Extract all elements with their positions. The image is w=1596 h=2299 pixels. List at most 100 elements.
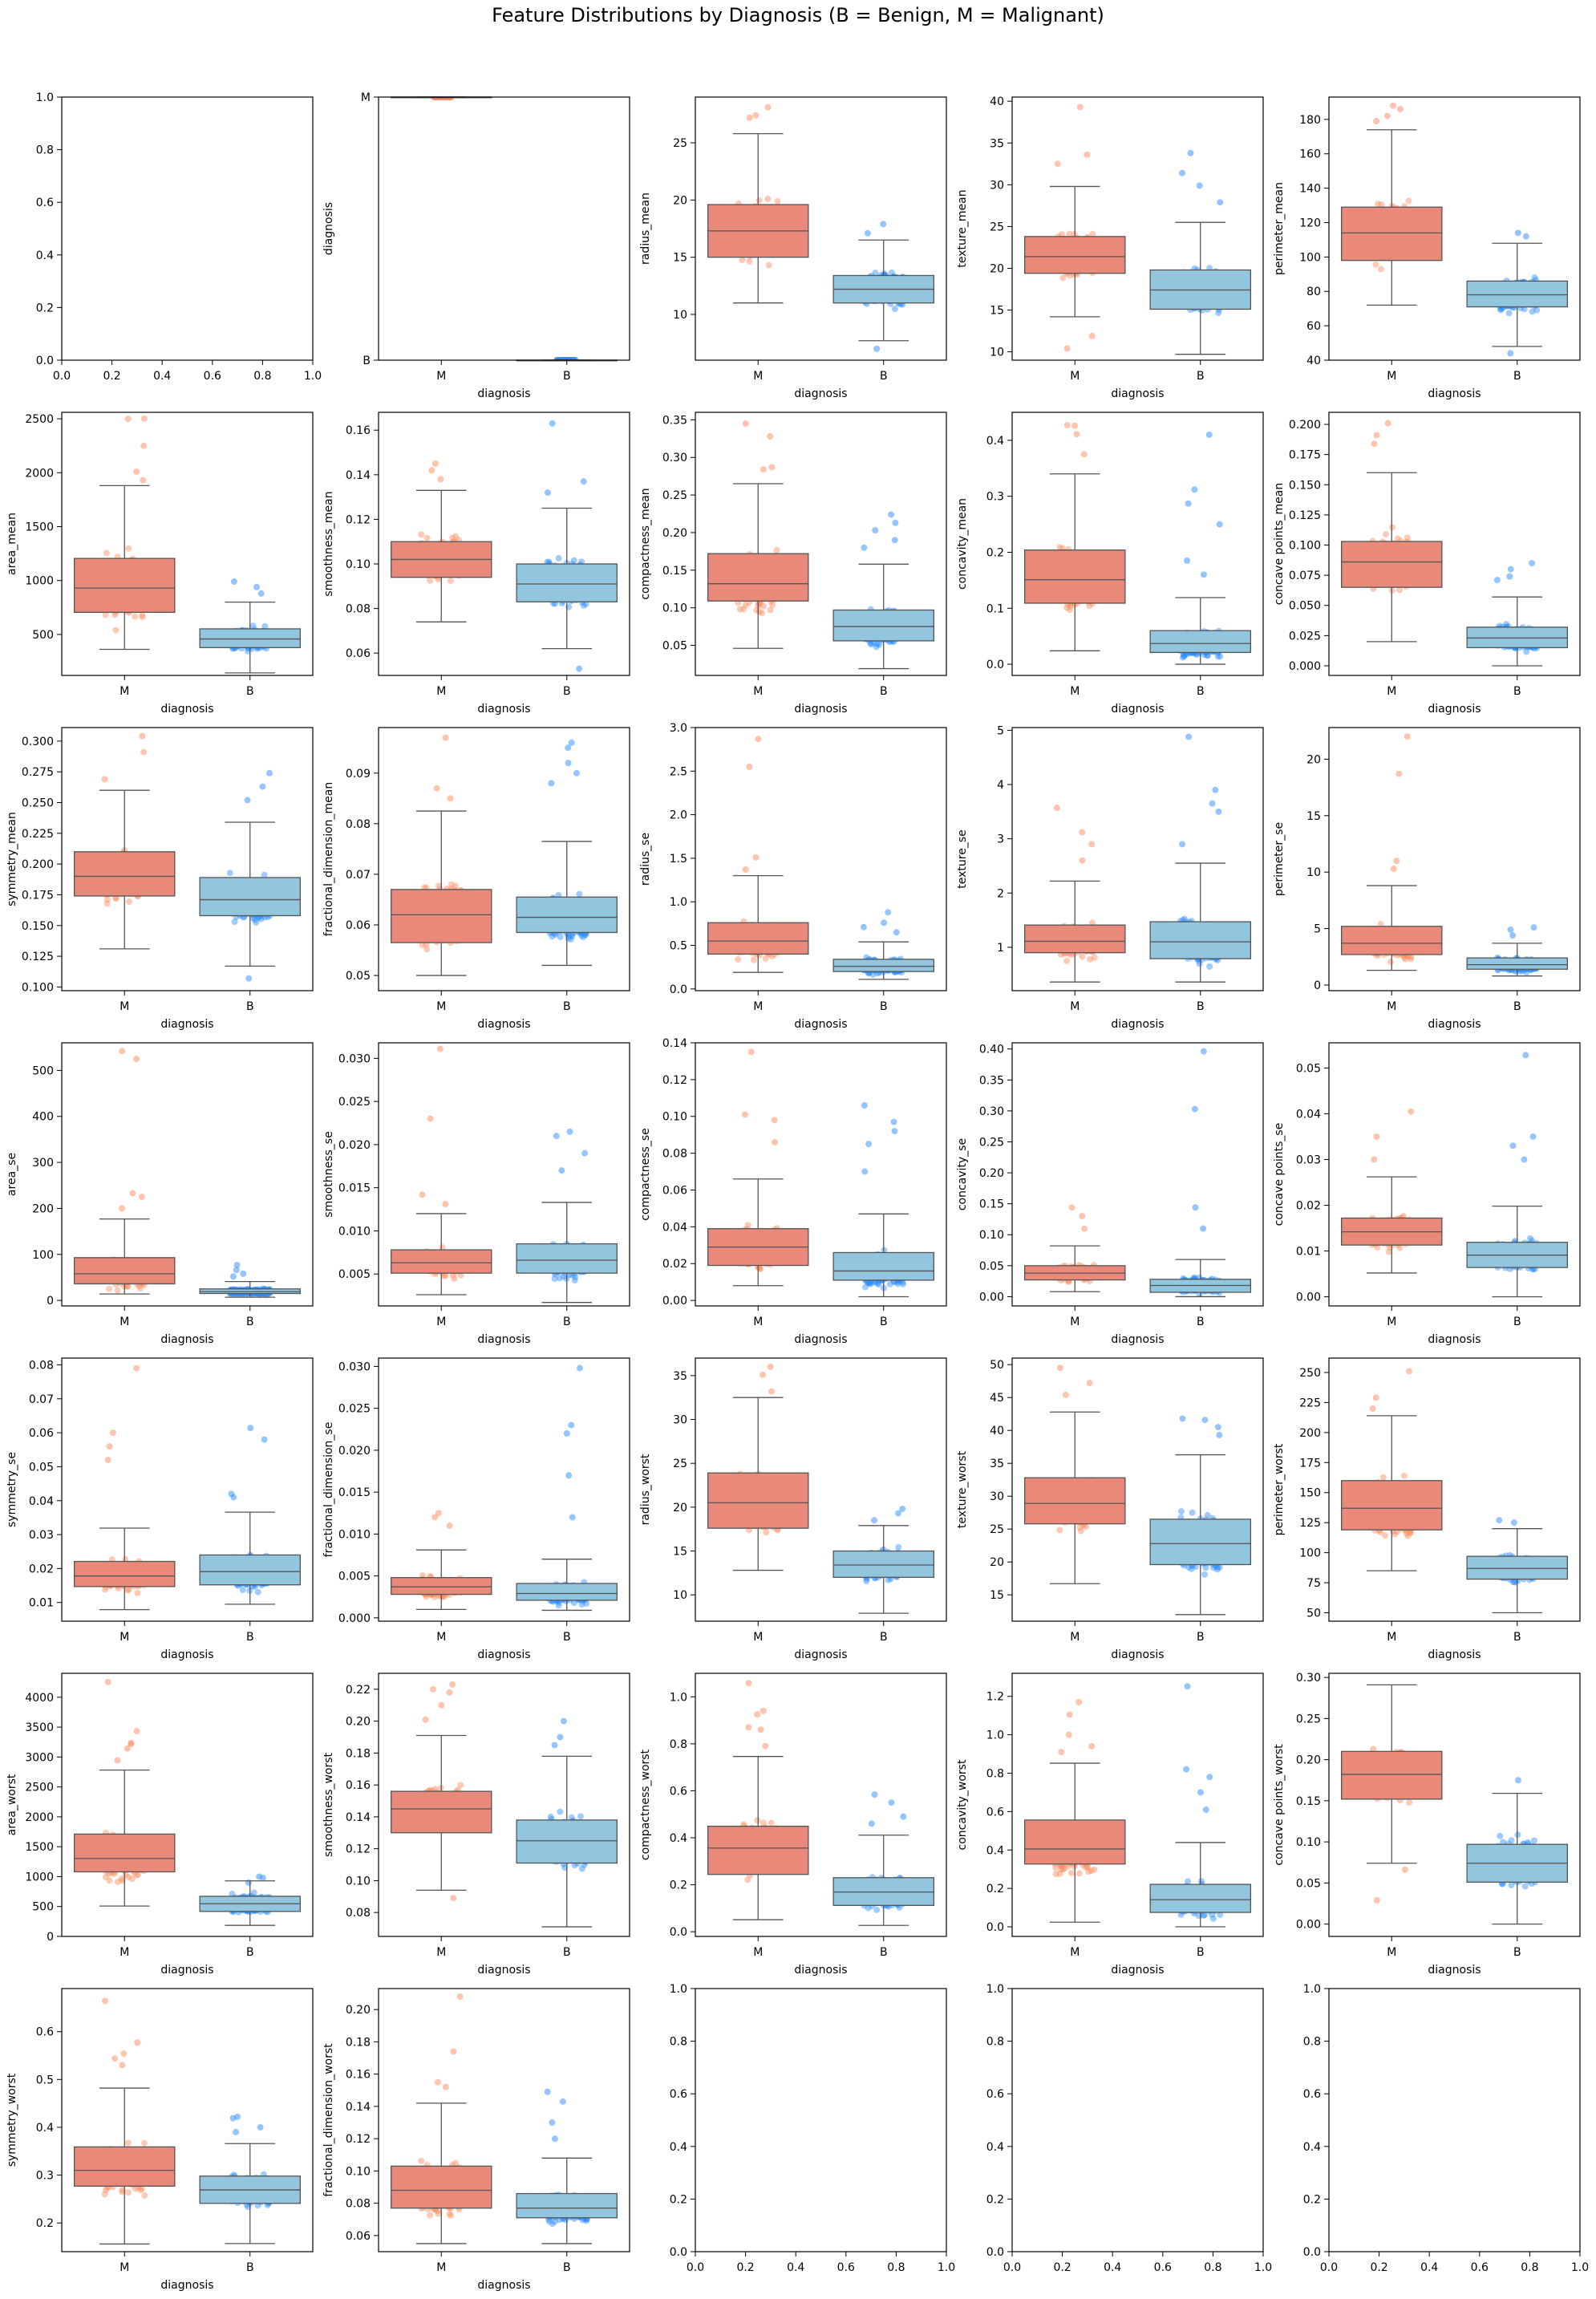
y-tick-label: 0.150 (1289, 479, 1321, 492)
box-M (75, 852, 175, 896)
y-axis-label: diagnosis (322, 202, 335, 255)
outlier-point-B (245, 797, 251, 803)
y-tick-label: 0.12 (346, 513, 371, 526)
outlier-point-B (1179, 170, 1185, 176)
outlier-point-B (1523, 233, 1529, 240)
point-M (769, 602, 776, 608)
outlier-point-B (1184, 558, 1190, 564)
x-axis-label: diagnosis (794, 703, 847, 716)
x-tick-label-M: M (753, 685, 763, 698)
outlier-point-B (549, 420, 556, 427)
y-tick-label: B (363, 355, 371, 367)
outlier-point-B (266, 770, 273, 776)
outlier-point-B (253, 584, 260, 590)
box-M (75, 558, 175, 612)
outlier-point-M (139, 733, 145, 740)
outlier-point-B (576, 666, 582, 672)
outlier-point-M (140, 443, 147, 449)
outlier-point-B (1515, 229, 1521, 236)
y-tick-label: 10 (990, 347, 1004, 359)
outlier-point-M (752, 112, 759, 119)
outlier-point-B (872, 527, 878, 533)
y-tick-label: 0.200 (22, 858, 54, 871)
y-axis-label: radius_mean (639, 193, 652, 265)
y-tick-label: 0.0 (36, 355, 54, 367)
y-tick-label: 0.14 (346, 469, 371, 482)
point-M (760, 603, 767, 610)
point-M (1383, 531, 1389, 537)
x-tick-label-M: M (1070, 370, 1080, 383)
outlier-point-M (1064, 345, 1071, 351)
x-tick-label-B: B (563, 685, 571, 698)
y-tick-label: M (361, 91, 371, 104)
x-tick-label-B: B (246, 685, 254, 698)
y-tick-label: 15 (990, 305, 1004, 318)
y-tick-label: 40 (990, 95, 1004, 108)
x-tick-label-M: M (1070, 685, 1080, 698)
y-tick-label: 0.175 (22, 889, 54, 902)
y-tick-label: 2000 (25, 467, 54, 480)
box-B (1150, 631, 1250, 652)
outlier-point-M (133, 468, 140, 475)
y-tick-label: 120 (1299, 217, 1321, 229)
y-tick-label: 0.06 (346, 647, 371, 660)
figure-title: Feature Distributions by Diagnosis (B = … (492, 4, 1104, 26)
y-tick-label: 0.1 (986, 602, 1004, 615)
y-tick-label: 20 (673, 194, 687, 207)
y-tick-label: 0.075 (1289, 570, 1321, 582)
box-B (200, 629, 300, 647)
point-M (448, 578, 454, 584)
outlier-point-B (258, 590, 265, 597)
y-tick-label: 0.08 (346, 603, 371, 616)
y-tick-label: 0.2 (36, 302, 54, 314)
y-tick-label: 0.175 (1289, 449, 1321, 462)
point-M (112, 627, 119, 634)
box-B (1467, 627, 1567, 648)
outlier-point-B (1217, 199, 1223, 205)
x-tick-label-B: B (1513, 370, 1521, 383)
outlier-point-M (141, 416, 148, 422)
x-tick-label-B: B (880, 370, 888, 383)
outlier-point-M (140, 477, 146, 484)
outlier-point-B (1494, 577, 1501, 583)
outlier-point-B (1507, 350, 1513, 356)
y-tick-label: 0.4 (36, 249, 54, 262)
outlier-point-M (760, 466, 767, 472)
outlier-point-B (1206, 432, 1213, 438)
y-tick-label: 0.8 (36, 144, 54, 157)
outlier-point-M (768, 464, 775, 470)
y-tick-label: 0.3 (986, 491, 1004, 504)
x-axis-label: diagnosis (1111, 387, 1164, 400)
point-B (1205, 652, 1211, 659)
point-M (1372, 262, 1379, 268)
outlier-point-M (101, 776, 107, 782)
y-tick-label: 0.05 (662, 640, 687, 653)
x-axis-label: diagnosis (477, 387, 530, 400)
x-tick-label-B: B (1197, 685, 1205, 698)
box-B (200, 878, 300, 916)
box-M (1025, 237, 1125, 274)
outlier-point-B (1508, 566, 1514, 573)
point-M (452, 533, 459, 540)
y-axis-label: smoothness_mean (322, 491, 335, 596)
outlier-point-B (861, 545, 867, 551)
y-tick-label: 0.20 (662, 527, 687, 540)
outlier-point-B (1506, 574, 1513, 580)
y-tick-label: 0.25 (662, 489, 687, 502)
x-tick-label-M: M (753, 370, 763, 383)
outlier-point-M (747, 115, 753, 121)
point-M (418, 531, 424, 537)
point-B (1503, 621, 1509, 627)
y-tick-label: 0.050 (1289, 600, 1321, 613)
x-tick-label-B: B (880, 685, 888, 698)
x-tick-label: 0.2 (103, 370, 120, 383)
outlier-point-M (1081, 451, 1088, 457)
x-axis-label: diagnosis (1428, 703, 1481, 716)
y-tick-label: 160 (1299, 148, 1321, 161)
box-M (1342, 541, 1442, 587)
box-M (1025, 550, 1125, 603)
outlier-point-M (1071, 423, 1078, 429)
x-tick-label: 0.6 (204, 370, 221, 383)
outlier-point-M (1390, 103, 1396, 109)
outlier-point-B (1188, 150, 1194, 156)
